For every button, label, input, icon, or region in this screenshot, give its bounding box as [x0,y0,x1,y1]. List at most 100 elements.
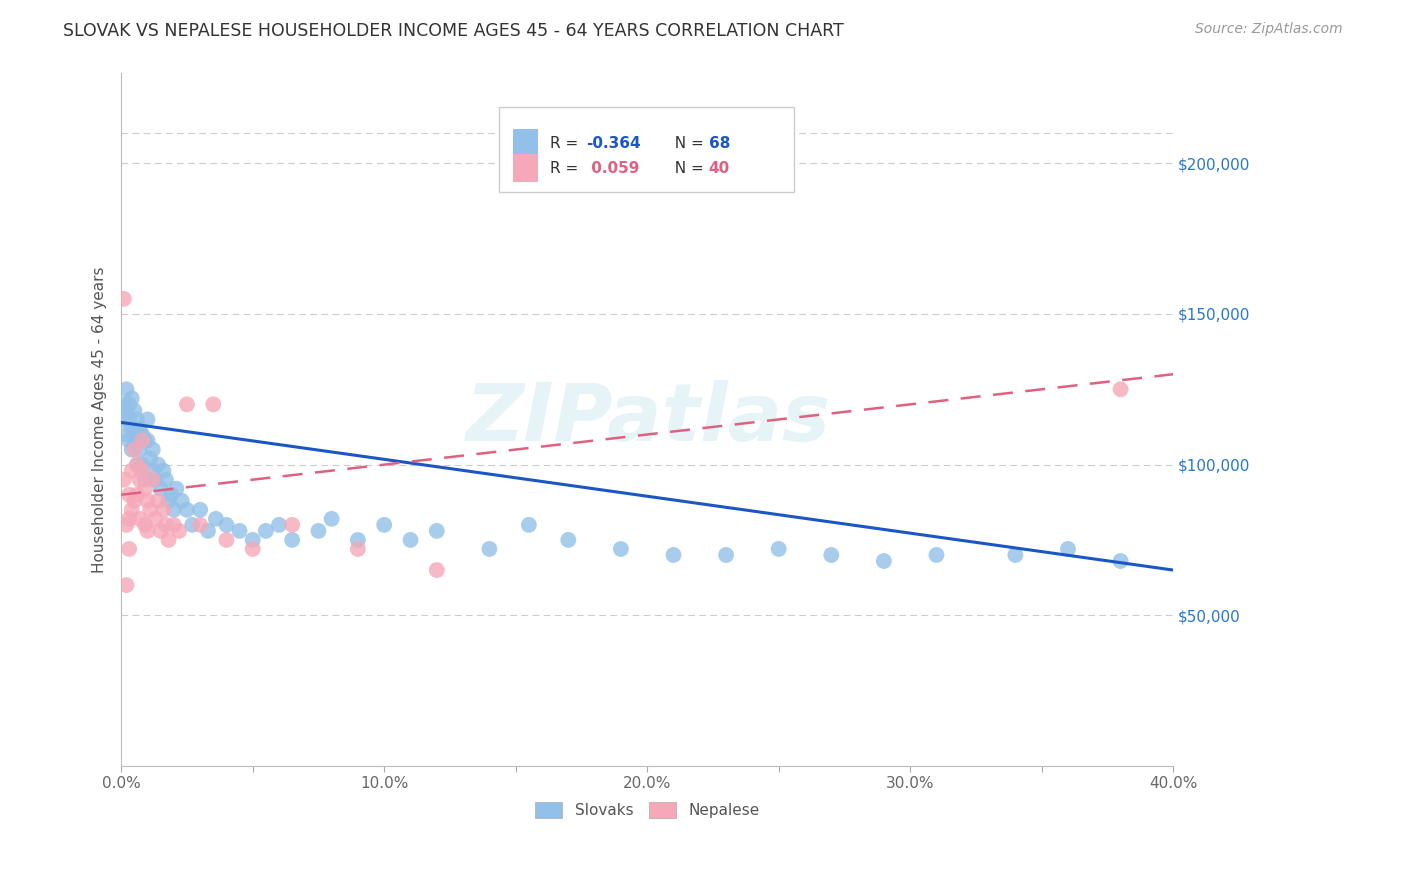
Point [131,464,153,478]
Point [124,493,146,508]
Point [347,533,370,547]
Point [115,427,138,442]
Point [228,524,250,538]
Point [165,482,187,496]
Point [215,533,238,547]
Point [134,473,156,487]
Y-axis label: Householder Income Ages 45 - 64 years: Householder Income Ages 45 - 64 years [93,266,107,573]
Point [112,397,135,411]
Point [373,517,395,532]
Point [426,563,449,577]
Point [131,458,153,472]
Point [146,493,169,508]
Point [215,517,238,532]
Point [160,488,183,502]
Point [124,427,146,442]
Point [145,473,167,487]
Point [115,517,138,532]
Text: SLOVAK VS NEPALESE HOUSEHOLDER INCOME AGES 45 - 64 YEARS CORRELATION CHART: SLOVAK VS NEPALESE HOUSEHOLDER INCOME AG… [63,22,844,40]
Point [347,541,370,556]
Point [157,493,180,508]
Point [925,548,948,562]
Point [478,541,501,556]
Point [267,517,290,532]
Text: 40: 40 [709,161,730,176]
Point [557,533,579,547]
Point [321,512,343,526]
Point [142,442,165,457]
Point [145,512,167,526]
Point [124,442,146,457]
Point [146,458,169,472]
Point [134,482,156,496]
Point [197,524,219,538]
Text: R =: R = [550,136,583,151]
Point [115,403,138,417]
Point [125,458,148,472]
Text: -0.364: -0.364 [586,136,641,151]
Point [152,503,174,517]
Point [131,427,153,442]
Point [128,512,150,526]
Point [118,434,141,448]
Point [128,442,150,457]
Point [181,517,204,532]
Point [134,434,156,448]
Point [112,473,135,487]
Point [136,493,159,508]
Text: ZIPatlas: ZIPatlas [465,380,830,458]
Point [1004,548,1026,562]
Point [125,412,148,426]
Text: 0.059: 0.059 [586,161,640,176]
Point [242,541,264,556]
Point [121,392,143,406]
Point [139,503,162,517]
Point [157,533,180,547]
Point [128,473,150,487]
Point [1109,382,1132,396]
Point [1109,554,1132,568]
Point [149,524,172,538]
Point [163,517,186,532]
Point [152,464,174,478]
Point [155,473,177,487]
Point [139,451,162,466]
Point [1057,541,1080,556]
Point [118,412,141,426]
Point [399,533,422,547]
Text: Source: ZipAtlas.com: Source: ZipAtlas.com [1195,22,1343,37]
Point [188,503,211,517]
Point [121,503,143,517]
Point [281,533,304,547]
Point [176,503,198,517]
Point [118,397,141,411]
Point [125,434,148,448]
Point [517,517,540,532]
Point [121,421,143,435]
Point [281,517,304,532]
Point [142,464,165,478]
Point [125,458,148,472]
Text: N =: N = [665,136,709,151]
Point [254,524,277,538]
Point [121,464,143,478]
Point [873,554,896,568]
Point [136,434,159,448]
Point [112,292,135,306]
Point [128,421,150,435]
Point [134,517,156,532]
Point [167,524,190,538]
Point [188,517,211,532]
Point [124,434,146,448]
Point [163,503,186,517]
Point [202,397,225,411]
Point [136,524,159,538]
Point [118,541,141,556]
Point [662,548,685,562]
Point [136,412,159,426]
Point [155,517,177,532]
Point [121,442,143,457]
Point [170,493,193,508]
Point [768,541,790,556]
Point [820,548,842,562]
